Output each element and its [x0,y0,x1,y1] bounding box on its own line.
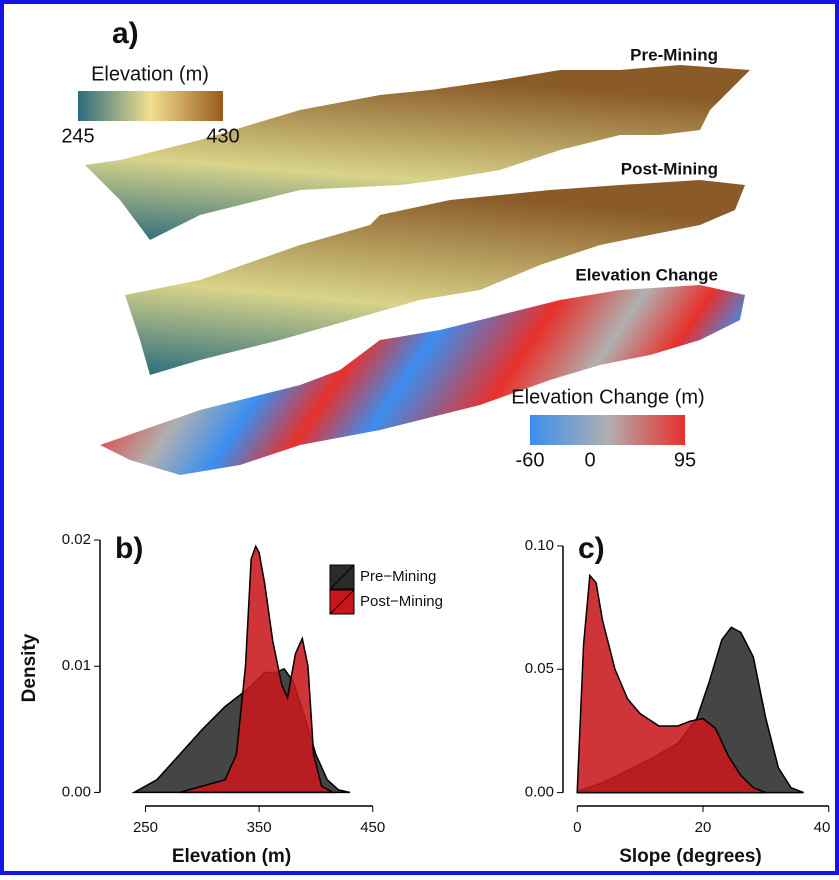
x-tick-label: 0 [573,819,581,836]
colorbar [530,415,685,445]
x-axis-label: Slope (degrees) [619,846,762,867]
y-tick-label: 0.00 [525,784,554,801]
legend-label: Pre−Mining [360,568,436,585]
y-tick-label: 0.01 [62,657,91,674]
chart-title: b) [115,532,143,565]
colorbar-tick: 0 [584,449,595,471]
colorbar-tick: 430 [206,125,239,147]
y-axis-label: Density [19,633,40,702]
panel-label: a) [112,17,139,50]
y-tick-label: 0.05 [525,660,554,677]
colorbar-title: Elevation (m) [91,63,209,85]
layer-label: Elevation Change [575,265,718,284]
legend-swatch-line [329,564,355,590]
colorbar [78,91,223,121]
x-tick-label: 20 [695,819,712,836]
terrain-post [125,180,745,375]
colorbar-tick: -60 [516,449,545,471]
x-tick-label: 250 [133,819,158,836]
y-tick-label: 0.10 [525,537,554,554]
colorbar-tick: 95 [674,449,696,471]
x-axis-label: Elevation (m) [172,846,291,867]
y-tick-label: 0.02 [62,531,91,548]
colorbar-tick: 245 [61,125,94,147]
terrain-pre [85,65,750,240]
chart-title: c) [578,532,605,565]
legend-swatch-line [329,589,355,615]
terrain-change [100,285,745,475]
layer-label: Pre-Mining [630,45,718,64]
x-tick-label: 40 [814,819,831,836]
colorbar-title: Elevation Change (m) [511,386,704,408]
density-area [179,544,336,794]
x-tick-label: 450 [360,819,385,836]
density-area [576,573,767,794]
y-tick-label: 0.00 [62,783,91,800]
legend-label: Post−Mining [360,593,443,610]
layer-label: Post-Mining [621,159,718,178]
x-tick-label: 350 [247,819,272,836]
